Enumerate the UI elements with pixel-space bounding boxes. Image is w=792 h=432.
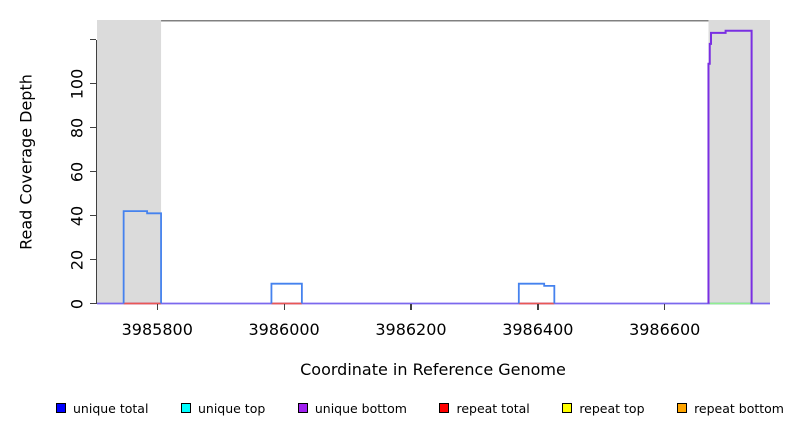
repeat-total-swatch-icon (439, 403, 450, 413)
legend-item-repeat-top: repeat top (562, 400, 645, 416)
plot-area (97, 20, 770, 305)
x-tick-label: 3986400 (502, 320, 574, 339)
y-tick-mark (90, 82, 96, 85)
y-axis-title: Read Coverage Depth (16, 74, 36, 250)
y-tick-mark (90, 170, 96, 173)
unique-bottom-swatch-icon (297, 403, 308, 413)
repeat-top-swatch-icon (562, 403, 573, 413)
repeat-bottom-swatch-icon (677, 403, 688, 413)
x-tick-label: 3986200 (375, 320, 447, 339)
coverage-chart (97, 20, 770, 305)
legend-item-unique-top: unique top (180, 400, 266, 416)
y-tick-label: 0 (67, 298, 87, 309)
x-tick-label: 3985800 (121, 320, 193, 339)
legend: unique total unique top unique bottom repea… (56, 398, 784, 418)
x-tick-mark (410, 304, 412, 310)
legend-item-unique-total: unique total (56, 401, 148, 416)
legend-label: repeat bottom (694, 400, 784, 416)
legend-label: unique bottom (314, 400, 407, 416)
y-tick-mark (90, 126, 96, 129)
legend-item-repeat-bottom: repeat bottom (677, 401, 784, 416)
x-axis-title: Coordinate in Reference Genome (300, 360, 566, 379)
x-tick-label: 3986600 (629, 320, 701, 339)
left-gray-band (97, 20, 162, 304)
right-gray-band (708, 20, 770, 304)
y-tick-mark (90, 302, 96, 305)
series-unique-bottom-line (707, 29, 753, 304)
y-tick-mark (90, 214, 96, 217)
x-tick-label: 3986000 (248, 320, 320, 339)
y-tick-label: 80 (67, 117, 87, 138)
y-tick-mark (90, 258, 96, 261)
y-axis-line (95, 39, 97, 304)
unique-total-swatch-icon (56, 403, 66, 413)
x-tick-mark (537, 304, 539, 310)
series-unique-total-line (122, 210, 556, 304)
legend-label: repeat total (456, 400, 530, 416)
legend-item-unique-bottom: unique bottom (297, 400, 407, 416)
y-tick-label: 60 (67, 161, 87, 182)
x-tick-mark (156, 304, 158, 310)
x-tick-mark (283, 304, 285, 310)
legend-item-repeat-total: repeat total (439, 400, 530, 416)
y-tick-label: 20 (67, 249, 87, 270)
legend-label: unique total (73, 400, 149, 416)
y-tick-label: 100 (67, 68, 87, 99)
unique-top-swatch-icon (180, 403, 191, 413)
legend-label: unique top (197, 400, 266, 416)
y-tick-mark (90, 38, 96, 41)
legend-label: repeat top (579, 400, 645, 416)
x-tick-mark (664, 304, 666, 310)
y-tick-label: 40 (67, 205, 87, 226)
